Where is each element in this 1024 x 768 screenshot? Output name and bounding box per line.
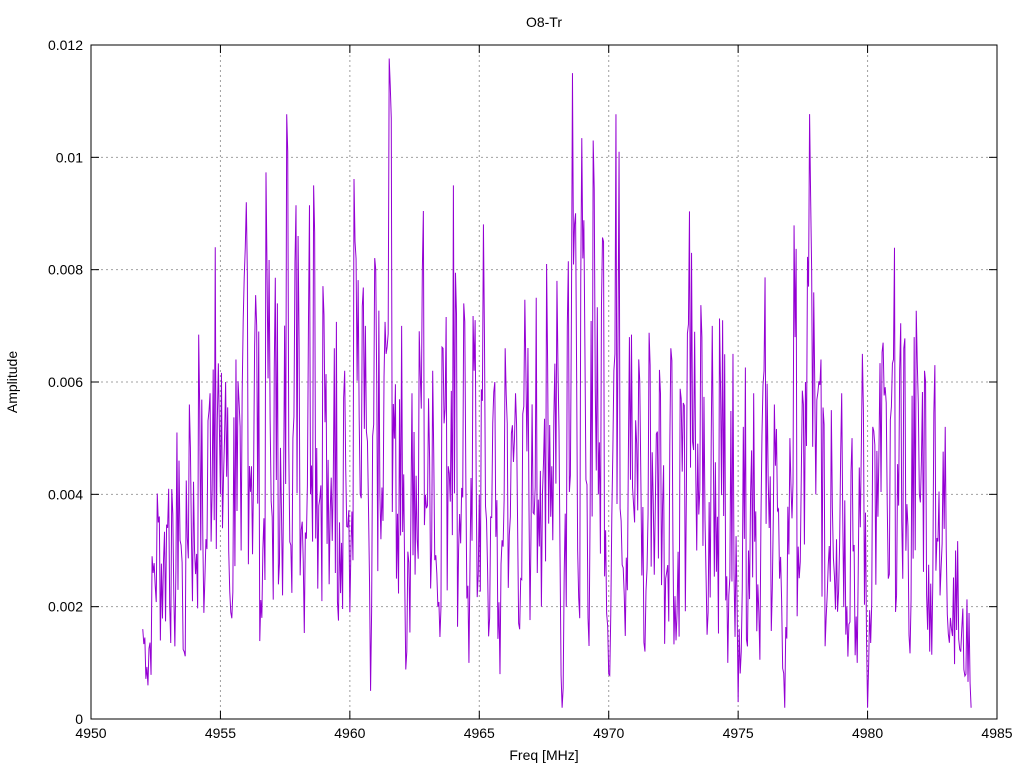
y-tick-label: 0.004 (48, 486, 83, 502)
x-axis-label: Freq [MHz] (509, 747, 578, 763)
ticks (90, 44, 998, 720)
x-tick-label: 4960 (334, 725, 365, 741)
series-layer (142, 58, 972, 708)
y-tick-label: 0.006 (48, 374, 83, 390)
x-tick-label: 4985 (981, 725, 1012, 741)
x-tick-label: 4965 (464, 725, 495, 741)
y-tick-label: 0 (75, 711, 83, 727)
x-tick-label: 4970 (593, 725, 624, 741)
series-line (142, 58, 972, 708)
x-tick-labels: 4950 4955 4960 4965 4970 4975 4980 4985 (75, 725, 1012, 741)
y-tick-label: 0.002 (48, 599, 83, 615)
y-axis-label: Amplitude (4, 351, 20, 413)
y-tick-labels: 0 0.002 0.004 0.006 0.008 0.01 0.012 (48, 37, 83, 727)
y-tick-label: 0.01 (56, 149, 83, 165)
x-tick-label: 4975 (723, 725, 754, 741)
y-tick-label: 0.012 (48, 37, 83, 53)
x-tick-label: 4955 (205, 725, 236, 741)
y-tick-label: 0.008 (48, 262, 83, 278)
x-tick-label: 4950 (75, 725, 106, 741)
chart-title: O8-Tr (526, 14, 562, 30)
x-tick-label: 4980 (852, 725, 883, 741)
